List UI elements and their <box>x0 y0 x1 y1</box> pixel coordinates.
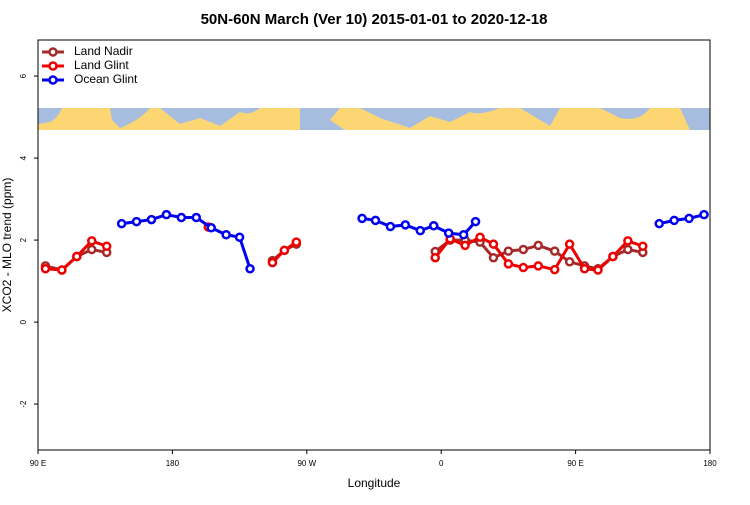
y-tick-label: -2 <box>19 400 28 408</box>
point <box>430 252 440 263</box>
x-tick-label: 90 E <box>30 459 46 468</box>
point <box>533 261 544 271</box>
point <box>593 265 603 275</box>
point <box>72 251 82 262</box>
chart-title: 50N-60N March (Ver 10) 2015-01-01 to 202… <box>201 11 548 28</box>
y-tick-label: 0 <box>19 319 28 324</box>
point <box>503 246 514 256</box>
point <box>176 212 187 223</box>
point <box>699 209 709 220</box>
point <box>684 213 694 224</box>
point <box>638 241 648 251</box>
point <box>87 244 97 255</box>
point <box>623 244 633 255</box>
point <box>245 264 255 274</box>
plot-frame <box>37 39 711 451</box>
point <box>488 239 499 249</box>
point <box>669 215 679 226</box>
point <box>357 213 367 224</box>
point <box>267 257 278 268</box>
legend-marker <box>48 61 58 71</box>
point <box>131 216 142 227</box>
point <box>488 252 499 263</box>
point <box>146 214 157 225</box>
legend-label: Land Glint <box>74 58 129 72</box>
point <box>549 264 560 275</box>
point <box>503 259 514 269</box>
point <box>370 215 381 226</box>
point <box>428 220 439 231</box>
point <box>40 264 51 274</box>
point <box>518 262 529 273</box>
point <box>549 246 560 256</box>
point <box>460 240 470 251</box>
x-tick-label: 90 E <box>567 459 583 468</box>
point <box>415 225 426 236</box>
point <box>57 265 67 275</box>
legend-label: Ocean Glint <box>74 72 138 86</box>
legend-marker <box>48 47 58 57</box>
point <box>654 218 664 229</box>
y-tick-label: 4 <box>19 155 28 160</box>
x-axis-label: Longitude <box>348 476 401 490</box>
y-axis-label: XCO2 - MLO trend (ppm) <box>0 178 14 313</box>
point <box>470 216 481 227</box>
point <box>221 230 231 240</box>
point <box>291 237 302 247</box>
point <box>623 236 633 246</box>
x-tick-label: 90 W <box>297 459 316 468</box>
x-tick-label: 0 <box>439 459 444 468</box>
map-ocean <box>38 108 710 130</box>
point <box>234 232 245 242</box>
point <box>475 232 485 242</box>
point <box>443 228 454 238</box>
point <box>533 240 544 251</box>
point <box>385 221 396 232</box>
point <box>518 244 529 255</box>
point <box>161 209 172 220</box>
point <box>458 230 469 240</box>
x-tick-label: 180 <box>703 459 717 468</box>
point <box>101 241 112 251</box>
y-tick-label: 6 <box>19 73 28 78</box>
x-tick-label: 180 <box>166 459 180 468</box>
point <box>579 264 590 274</box>
y-tick-label: 2 <box>19 237 28 242</box>
point <box>564 239 575 249</box>
legend-marker <box>48 75 58 85</box>
point <box>116 218 127 229</box>
map-band <box>38 108 710 130</box>
point <box>279 245 290 256</box>
point <box>206 223 216 233</box>
point <box>87 236 97 246</box>
point <box>400 220 411 230</box>
point <box>608 251 618 262</box>
legend-label: Land Nadir <box>74 44 133 58</box>
point <box>564 257 575 267</box>
point <box>191 212 202 223</box>
